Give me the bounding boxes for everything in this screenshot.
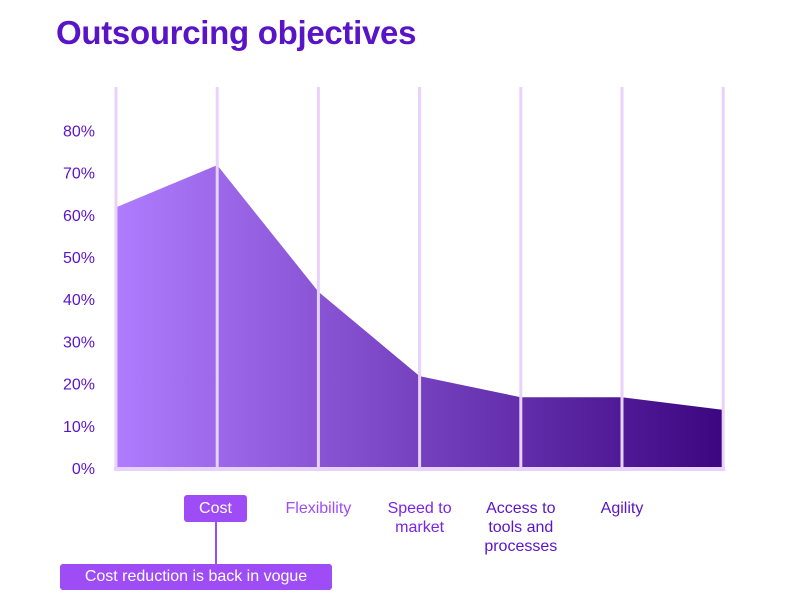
y-tick-label: 50% (63, 250, 95, 267)
y-tick-label: 20% (63, 377, 95, 394)
y-tick-label: 10% (63, 419, 95, 436)
category-label: Agility (600, 500, 644, 517)
y-tick-label: 40% (63, 292, 95, 309)
y-tick-label: 80% (63, 123, 95, 140)
callout-annotation: Cost reduction is back in vogue (60, 564, 332, 590)
y-tick-label: 60% (63, 208, 95, 225)
area-series (116, 165, 724, 469)
callout-connector (215, 522, 217, 566)
category-label: Flexibility (285, 500, 352, 517)
category-label-highlighted: Cost (184, 495, 247, 522)
y-tick-label: 0% (72, 461, 95, 478)
chart-title: Outsourcing objectives (56, 14, 417, 51)
y-tick-label: 30% (63, 334, 95, 351)
vertical-gridlines (114, 87, 726, 471)
y-axis-ticks: 0% 10% 20% 30% 40% 50% 60% 70% 80% (63, 123, 95, 478)
category-label: Speed to market (387, 500, 452, 536)
y-tick-label: 70% (63, 166, 95, 183)
category-label: Access to tools and processes (484, 500, 558, 555)
